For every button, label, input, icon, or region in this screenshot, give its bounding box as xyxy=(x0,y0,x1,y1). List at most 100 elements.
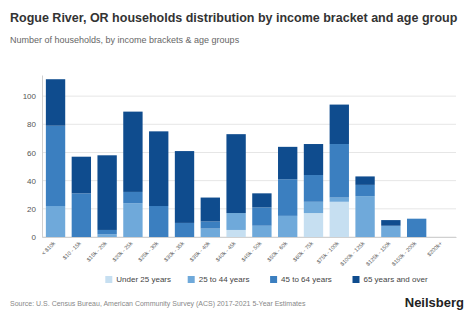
bar xyxy=(149,206,168,237)
x-tick: $125k - 150k xyxy=(365,237,392,267)
bar xyxy=(46,79,65,125)
y-tick: 0 xyxy=(32,233,42,242)
legend-swatch xyxy=(353,276,360,283)
bar xyxy=(72,157,91,194)
bar xyxy=(97,234,116,237)
subtitle: Number of households, by income brackets… xyxy=(10,35,240,45)
bar xyxy=(278,147,297,179)
bar xyxy=(72,193,91,237)
legend-swatch xyxy=(188,276,195,283)
x-tick-label: $200k+ xyxy=(426,240,443,257)
x-tick: $40k - 45k xyxy=(214,237,237,263)
x-tick: $100k - 125k xyxy=(339,237,366,267)
x-tick: $15k - 20k xyxy=(85,237,108,263)
y-tick-label: 60 xyxy=(27,149,36,158)
x-tick: $45k - 50k xyxy=(240,237,263,263)
x-tick: < $10k xyxy=(40,237,56,256)
bar xyxy=(226,134,245,213)
title: Rogue River, OR households distribution … xyxy=(10,11,458,25)
legend-swatch xyxy=(105,276,112,283)
x-tick-label: $45k - 50k xyxy=(240,240,263,263)
legend-item: Under 25 years xyxy=(105,275,171,284)
bar xyxy=(252,193,271,207)
bar xyxy=(175,151,194,223)
bar xyxy=(278,179,297,216)
legend-item: 65 years and over xyxy=(353,275,428,284)
x-tick-label: $40k - 45k xyxy=(214,240,237,263)
x-tick-label: $20k - 25k xyxy=(111,240,134,263)
bar xyxy=(355,176,374,184)
y-tick: 80 xyxy=(27,120,42,129)
legend-label: 65 years and over xyxy=(364,275,428,284)
legend-label: 25 to 44 years xyxy=(199,275,250,284)
y-tick-label: 100 xyxy=(23,92,37,101)
grid-line xyxy=(42,152,456,153)
series xyxy=(46,126,426,237)
y-axis-line xyxy=(42,76,43,238)
series xyxy=(46,79,401,230)
x-tick: $30k - 35k xyxy=(163,237,186,263)
legend-swatch xyxy=(270,276,277,283)
x-tick-label: $30k - 35k xyxy=(163,240,186,263)
legend-label: 45 to 64 years xyxy=(281,275,332,284)
x-tick-label: $75k - 100k xyxy=(315,240,340,265)
bar xyxy=(226,230,245,237)
bar xyxy=(330,105,349,144)
x-tick-label: < $10k xyxy=(40,240,56,256)
x-tick-label: $25k - 30k xyxy=(137,240,160,263)
y-tick-label: 0 xyxy=(32,233,37,242)
bar xyxy=(304,202,323,213)
bar xyxy=(304,175,323,202)
y-tick-label: 40 xyxy=(27,177,36,186)
bar xyxy=(123,112,142,192)
legend: Under 25 years 25 to 44 years 45 to 64 yea… xyxy=(105,275,428,284)
bar xyxy=(381,220,400,226)
bar xyxy=(304,144,323,175)
x-tick: $60k - 75k xyxy=(292,237,315,263)
bar xyxy=(433,237,452,238)
bar xyxy=(46,126,65,206)
x-tick: $10 - 15k xyxy=(62,237,83,261)
x-axis: < $10k $10 - 15k$15k - 20k$20k - 25k$25k … xyxy=(40,237,456,267)
bar xyxy=(175,223,194,237)
legend-item: 45 to 64 years xyxy=(270,275,332,284)
legend-item: 25 to 44 years xyxy=(188,275,250,284)
grid-line xyxy=(42,124,456,125)
y-tick: 20 xyxy=(27,205,42,214)
x-tick: $150k - 200k xyxy=(391,237,418,267)
x-tick-label: $50k - 60k xyxy=(266,240,289,263)
x-tick: $20k - 25k xyxy=(111,237,134,263)
x-tick-label: $125k - 150k xyxy=(365,240,392,267)
bar xyxy=(355,185,374,196)
y-tick: 60 xyxy=(27,149,42,158)
bar xyxy=(330,202,349,237)
bar xyxy=(201,198,220,222)
y-tick-label: 80 xyxy=(27,120,36,129)
source: Source: U.S. Census Bureau, American Com… xyxy=(10,300,306,308)
bar xyxy=(97,230,116,234)
bar xyxy=(46,206,65,237)
bar xyxy=(330,144,349,198)
bar xyxy=(252,207,271,225)
bar xyxy=(304,213,323,237)
brand: Neilsberg xyxy=(405,295,464,310)
bar xyxy=(330,198,349,202)
bar xyxy=(201,222,220,229)
chart: Rogue River, OR households distribution … xyxy=(0,0,474,316)
x-tick: $50k - 60k xyxy=(266,237,289,263)
bar xyxy=(201,229,220,237)
bar xyxy=(278,216,297,237)
legend-label: Under 25 years xyxy=(116,275,171,284)
x-tick-label: $15k - 20k xyxy=(85,240,108,263)
bar xyxy=(123,192,142,203)
bar xyxy=(123,203,142,237)
x-tick-label: $35k - 40k xyxy=(189,240,212,263)
y-tick: 100 xyxy=(23,92,42,101)
bar xyxy=(226,213,245,230)
bar xyxy=(355,196,374,237)
bar xyxy=(433,237,452,238)
y-tick: 40 xyxy=(27,177,42,186)
x-tick-label: $10 - 15k xyxy=(62,240,83,261)
bar xyxy=(407,218,426,219)
x-tick-label: $100k - 125k xyxy=(339,240,366,267)
